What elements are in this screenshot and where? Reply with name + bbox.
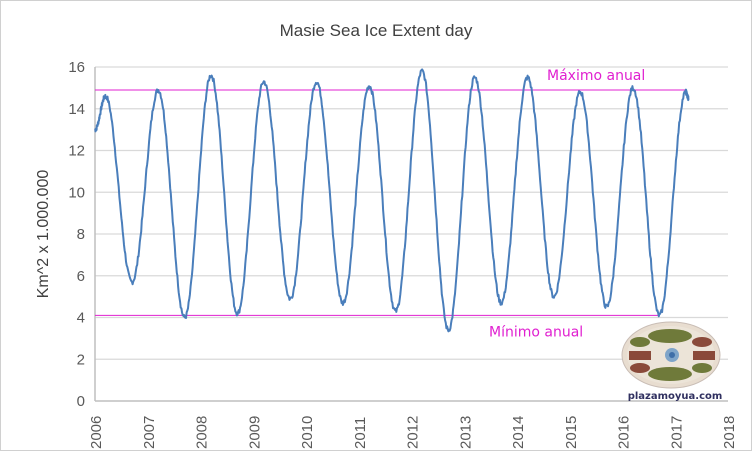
x-tick-label: 2006 bbox=[88, 416, 105, 449]
x-tick-label: 2009 bbox=[246, 416, 263, 449]
y-tick-label: 4 bbox=[77, 310, 85, 327]
x-tick-label: 2016 bbox=[616, 416, 633, 449]
y-tick-label: 0 bbox=[77, 393, 85, 410]
x-tick-label: 2010 bbox=[299, 416, 316, 449]
y-tick-label: 6 bbox=[77, 268, 85, 285]
max-annual-label: Máximo anual bbox=[547, 68, 645, 84]
x-tick-label: 2018 bbox=[721, 416, 738, 449]
x-tick-label: 2012 bbox=[405, 416, 422, 449]
x-tick-label: 2014 bbox=[510, 416, 527, 449]
x-tick-label: 2013 bbox=[457, 416, 474, 449]
y-tick-label: 12 bbox=[68, 143, 85, 160]
x-tick-label: 2015 bbox=[563, 416, 580, 449]
watermark-text: plazamoyua.com bbox=[628, 391, 723, 402]
x-tick-label: 2007 bbox=[141, 416, 158, 449]
min-annual-label: Mínimo anual bbox=[489, 324, 583, 340]
x-tick-label: 2017 bbox=[668, 416, 685, 449]
y-tick-label: 8 bbox=[77, 226, 85, 243]
x-tick-label: 2008 bbox=[194, 416, 211, 449]
y-tick-label: 14 bbox=[68, 101, 85, 118]
y-tick-label: 16 bbox=[68, 59, 85, 76]
x-tick-label: 2011 bbox=[352, 417, 369, 449]
plazamoyua-logo bbox=[621, 321, 721, 389]
y-axis-label: Km^2 x 1.000.000 bbox=[35, 170, 52, 299]
y-tick-label: 10 bbox=[68, 184, 85, 201]
y-tick-label: 2 bbox=[77, 351, 85, 368]
chart-title: Masie Sea Ice Extent day bbox=[280, 21, 473, 40]
series-line bbox=[94, 68, 690, 333]
